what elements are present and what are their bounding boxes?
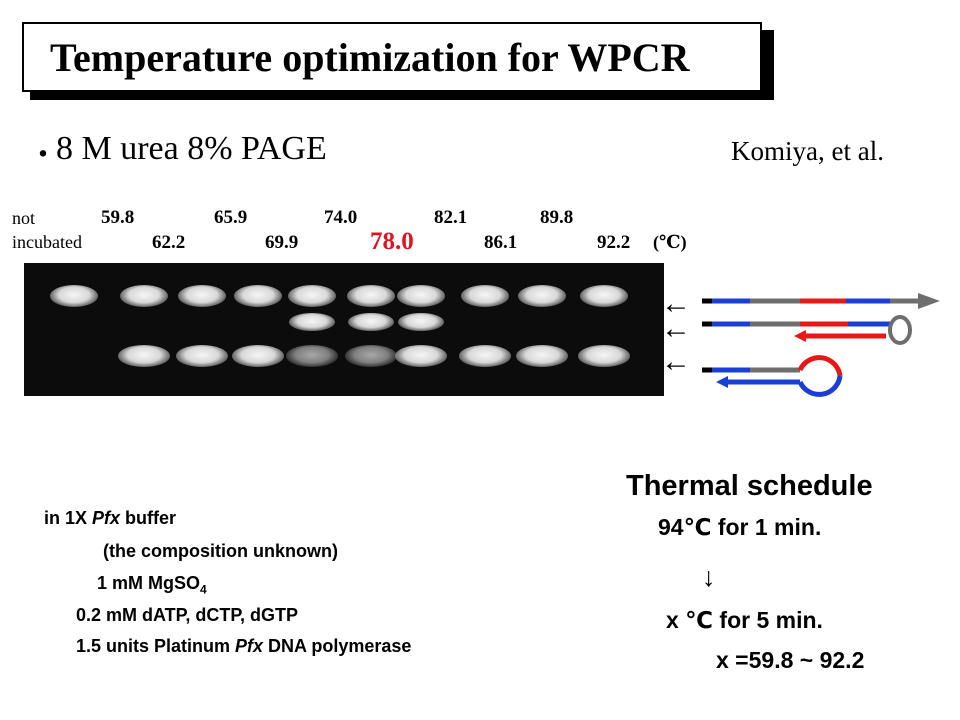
gel-band [348,313,394,331]
gel-band [288,285,336,307]
gel-band [395,345,447,367]
buffer-line-5-prefix: 1.5 units Platinum [76,636,236,656]
gel-band [578,345,630,367]
gel-band [461,285,509,307]
gel-band [518,285,566,307]
hairpin-small-loop-diagram [702,315,912,345]
gel-band [516,345,568,367]
gel-band [289,313,335,331]
gel-band [286,345,338,367]
hairpin-large-loop-diagram [702,355,843,397]
thermal-arrow-icon: ↓ [702,562,716,592]
gel-band [178,285,226,307]
buffer-line-2: (the composition unknown) [103,541,338,561]
gel-band [118,345,170,367]
bullet-dot: ・ [28,139,58,172]
gel-band [234,285,282,307]
lane-label-temp: 92.2 [597,232,631,253]
lane-label-temp: 59.8 [101,207,135,228]
band-arrow-icon: ← [661,345,691,378]
dna-structure-diagrams [702,293,940,397]
lane-label-temp: 69.9 [265,232,299,253]
gel-band [347,285,395,307]
buffer-line-5-italic: Pfx [235,636,264,656]
buffer-line-5: 1.5 units Platinum Pfx DNA polymerase [76,636,411,657]
thermal-step-2: x ℃ for 5 min. [666,607,823,633]
buffer-line-3-subscript: 4 [200,582,207,597]
gel-band [459,345,511,367]
temperature-unit: (℃) [653,232,687,252]
gel-image [24,263,664,396]
gel-band [345,345,397,367]
lane-label-temp: 74.0 [324,207,358,228]
bullet-text: 8 M urea 8% PAGE [56,130,327,167]
gel-band [176,345,228,367]
gel-band [398,313,444,331]
gel-band [232,345,284,367]
lane-label-temp: 86.1 [484,232,518,253]
buffer-line-1-suffix: buffer [120,508,177,528]
thermal-range: x =59.8 ~ 92.2 [716,647,865,673]
buffer-line-1-italic: Pfx [92,508,121,528]
band-arrow-icon: ← [661,312,691,345]
lane-label-not: not [12,208,36,228]
author-credit: Komiya, et al. [731,136,884,166]
lane-label-temp: 89.8 [540,207,574,228]
lane-label-temp: 82.1 [434,207,468,228]
lane-label-temp: 62.2 [152,232,186,253]
buffer-line-1-prefix: in 1X [44,508,93,528]
gel-band [397,285,445,307]
lane-label-highlight: 78.0 [370,228,414,255]
buffer-line-3-text: 1 mM MgSO [97,573,201,593]
title-box: Temperature optimization for WPCR [22,22,762,92]
lane-label-incubated: incubated [12,232,82,252]
gel-band [50,285,98,307]
buffer-line-4: 0.2 mM dATP, dCTP, dGTP [76,605,299,625]
linear-product-diagram [702,293,940,309]
thermal-step-1: 94℃ for 1 min. [658,514,822,540]
band-arrow-icon: ← [661,287,691,320]
lane-label-temp: 65.9 [214,207,248,228]
buffer-line-3: 1 mM MgSO4 [97,573,207,597]
bullet-item: ・8 M urea 8% PAGE [28,130,327,174]
slide-title: Temperature optimization for WPCR [50,34,690,80]
buffer-line-1: in 1X Pfx buffer [44,508,176,529]
buffer-line-5-suffix: DNA polymerase [263,636,412,656]
thermal-schedule-title: Thermal schedule [626,470,873,502]
gel-band [580,285,628,307]
gel-band [120,285,168,307]
